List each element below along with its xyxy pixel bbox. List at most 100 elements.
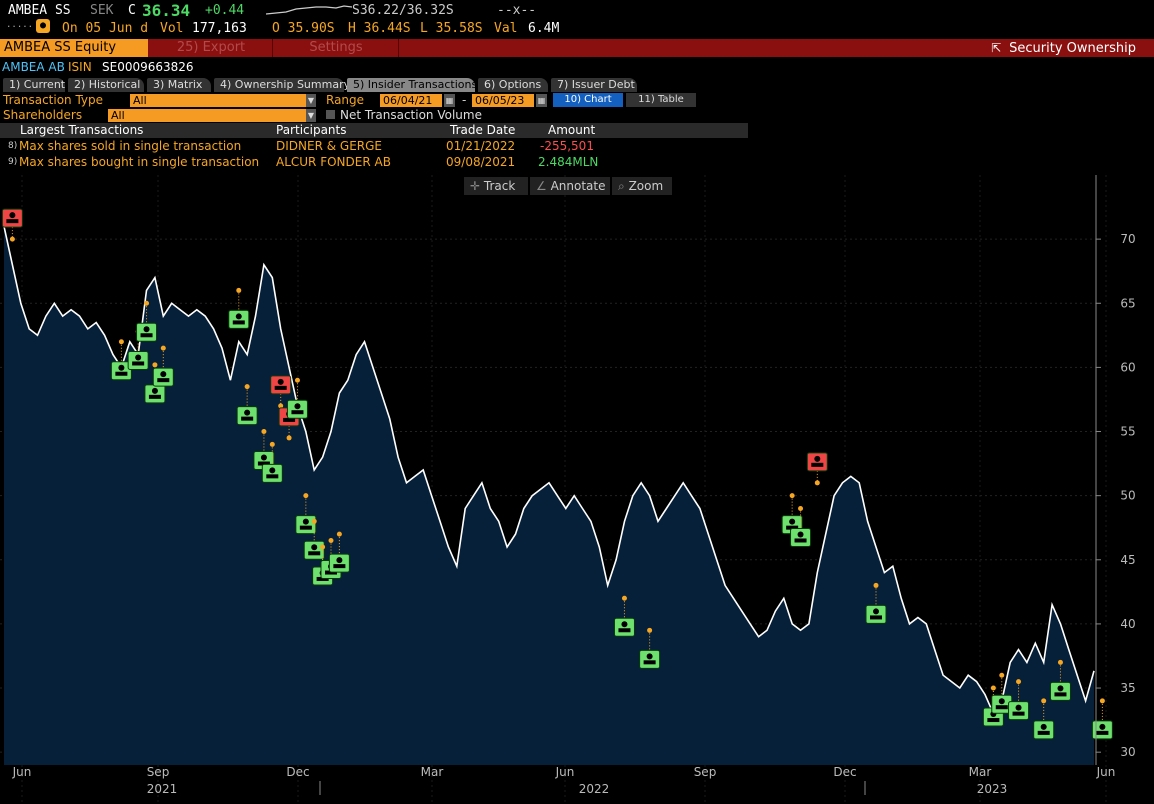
calendar-end-icon[interactable]: ▦: [536, 94, 547, 107]
zoom-label: Zoom: [628, 179, 664, 193]
insider-sell-marker[interactable]: [1, 208, 23, 242]
insider-buy-marker[interactable]: [303, 518, 325, 560]
transaction-type-select[interactable]: All: [130, 94, 306, 107]
trade-point: [278, 403, 284, 409]
settings-button[interactable]: Settings: [274, 39, 399, 57]
person-icon-body: [283, 417, 296, 422]
y-tick-label: 60: [1120, 360, 1135, 374]
insider-buy-marker[interactable]: [136, 300, 158, 342]
person-icon-body: [6, 219, 19, 224]
y-tick-label: 55: [1120, 425, 1135, 439]
transactions-table-header: Largest Transactions Participants Trade …: [0, 123, 748, 138]
row-date: 09/08/2021: [446, 155, 516, 169]
table-view-button[interactable]: 11) Table: [626, 93, 696, 107]
range-separator: -: [462, 93, 467, 107]
magnifier-icon: ⌕: [618, 179, 625, 193]
insider-sell-marker[interactable]: [270, 375, 292, 409]
person-icon: [9, 212, 16, 219]
insider-buy-marker[interactable]: [790, 505, 812, 547]
person-icon-body: [987, 718, 1000, 723]
shareholders-dropdown-icon[interactable]: ▼: [306, 109, 316, 122]
annotate-button[interactable]: ∠ Annotate: [530, 177, 610, 195]
news-alert-icon[interactable]: ●: [36, 19, 50, 33]
calendar-start-icon[interactable]: ▦: [444, 94, 455, 107]
net-volume-checkbox[interactable]: [326, 110, 335, 119]
row-date: 01/21/2022: [446, 139, 516, 153]
person-icon: [118, 364, 125, 371]
ticker-last: 36.34: [142, 1, 191, 20]
person-icon: [269, 467, 276, 474]
x-tick-label: Mar: [969, 765, 992, 779]
insider-buy-marker[interactable]: [228, 287, 250, 329]
person-icon-body: [1096, 730, 1109, 735]
x-tick-label: Jun: [1096, 765, 1116, 779]
person-icon-body: [786, 525, 799, 530]
insider-transactions-chart[interactable]: 30 35 40 45 50 55 60 65 70 Jun Sep Dec Mar Jun Sep Dec…: [0, 175, 1154, 804]
table-row[interactable]: 9) Max shares bought in single transacti…: [0, 155, 748, 170]
chart-view-button[interactable]: 10) Chart: [553, 93, 623, 107]
person-icon-body: [257, 461, 270, 466]
insider-buy-marker[interactable]: [1008, 679, 1030, 721]
range-end-field[interactable]: 06/05/23: [472, 94, 534, 107]
insider-buy-marker[interactable]: [613, 595, 635, 637]
x-year-label: 2021: [147, 782, 178, 796]
tab-issuer-debt[interactable]: 7) Issuer Debt: [551, 78, 637, 92]
tab-matrix[interactable]: 3) Matrix: [147, 78, 211, 92]
trade-point: [814, 480, 820, 486]
zoom-button[interactable]: ⌕ Zoom: [612, 177, 672, 195]
marker-box: [127, 350, 149, 370]
insider-buy-marker[interactable]: [1049, 659, 1071, 701]
insider-buy-marker[interactable]: [639, 627, 661, 669]
insider-buy-marker[interactable]: [328, 531, 350, 573]
tab-options[interactable]: 6) Options: [478, 78, 548, 92]
y-axis: 30 35 40 45 50 55 60 65 70: [1096, 232, 1136, 759]
table-row[interactable]: 8) Max shares sold in single transaction…: [0, 139, 748, 154]
insider-buy-marker[interactable]: [295, 493, 317, 535]
x-axis: Jun Sep Dec Mar Jun Sep Dec Mar Jun 2021 2022 2023: [12, 765, 1116, 796]
insider-buy-marker[interactable]: [865, 582, 887, 624]
insider-markers: [1, 208, 1113, 740]
insider-sell-marker[interactable]: [806, 452, 828, 486]
insider-buy-marker[interactable]: [236, 384, 258, 426]
transaction-type-dropdown-icon[interactable]: ▼: [306, 94, 316, 107]
person-icon: [336, 557, 343, 564]
y-tick-label: 35: [1120, 681, 1135, 695]
tab-historical[interactable]: 2) Historical: [68, 78, 144, 92]
insider-buy-marker[interactable]: [152, 345, 174, 387]
ticker-dots: .....: [6, 20, 34, 30]
tab-current[interactable]: 1) Current: [3, 78, 65, 92]
tab-insider-transactions[interactable]: 5) Insider Transactions: [347, 78, 477, 92]
isin-label: ISIN: [68, 60, 92, 74]
shareholders-select[interactable]: All: [108, 109, 306, 122]
pen-icon: ∠: [536, 179, 547, 193]
export-button[interactable]: 25) Export: [150, 39, 273, 57]
insider-buy-marker[interactable]: [110, 339, 132, 381]
person-icon-body: [157, 378, 170, 383]
track-button[interactable]: ✛ Track: [464, 177, 528, 195]
row-number: 8): [8, 141, 18, 151]
person-icon: [621, 621, 628, 628]
row-participant: ALCUR FONDER AB: [276, 155, 391, 169]
x-tick-label: Dec: [286, 765, 309, 779]
person-icon: [135, 354, 142, 361]
security-ownership-label: Security Ownership: [1009, 41, 1136, 56]
ticker-open: O 35.90S: [272, 21, 335, 36]
insider-buy-marker[interactable]: [1091, 698, 1113, 740]
insider-buy-marker[interactable]: [261, 441, 283, 483]
insider-buy-marker[interactable]: [286, 377, 308, 419]
x-tick-label: Mar: [421, 765, 444, 779]
person-icon: [873, 608, 879, 615]
row-amount: 2.484MLN: [538, 155, 599, 169]
security-title[interactable]: AMBEA SS Equity: [0, 39, 148, 57]
col-trade-date: Trade Date: [450, 123, 516, 137]
person-icon-body: [232, 320, 245, 325]
person-icon-body: [266, 474, 279, 479]
ticker-date: On 05 Jun d: [62, 21, 149, 36]
insider-buy-marker[interactable]: [1033, 698, 1055, 740]
range-start-field[interactable]: 06/04/21: [380, 94, 442, 107]
range-label: Range: [326, 93, 365, 107]
tab-ownership-summary[interactable]: 4) Ownership Summary: [214, 78, 350, 92]
person-icon-body: [241, 416, 254, 421]
security-ownership-link[interactable]: ⇱ Security Ownership: [991, 39, 1136, 57]
person-icon: [294, 403, 301, 410]
